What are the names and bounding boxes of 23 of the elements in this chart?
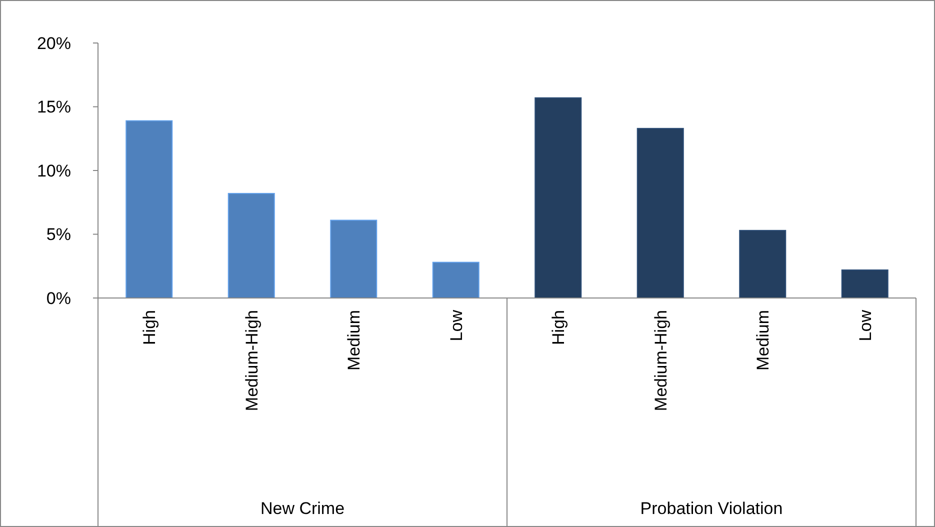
x-tick-label: Low [856, 309, 875, 342]
bar [432, 262, 480, 298]
bar [330, 220, 378, 298]
bar [534, 97, 582, 298]
bar [739, 230, 786, 298]
bar [841, 269, 888, 298]
x-tick-label: Medium [754, 310, 773, 370]
x-tick-label: Medium-High [651, 310, 670, 412]
x-tick-label: High [549, 310, 568, 345]
y-tick-label: 0% [46, 288, 71, 308]
x-tick-label: Medium [344, 310, 364, 370]
y-tick-label: 10% [36, 161, 71, 180]
bar [228, 192, 275, 298]
y-tick-label: 20% [36, 34, 71, 53]
x-tick-label: Low [446, 309, 466, 342]
bar [636, 128, 684, 298]
text: Probation Violation [640, 499, 783, 518]
x-tick-label: High [140, 310, 160, 345]
bar [126, 120, 173, 298]
x-tick-label: Medium-High [242, 310, 262, 412]
y-tick-label: 15% [36, 98, 71, 117]
y-tick-label: 5% [46, 225, 71, 244]
text: New Crime [260, 499, 345, 518]
